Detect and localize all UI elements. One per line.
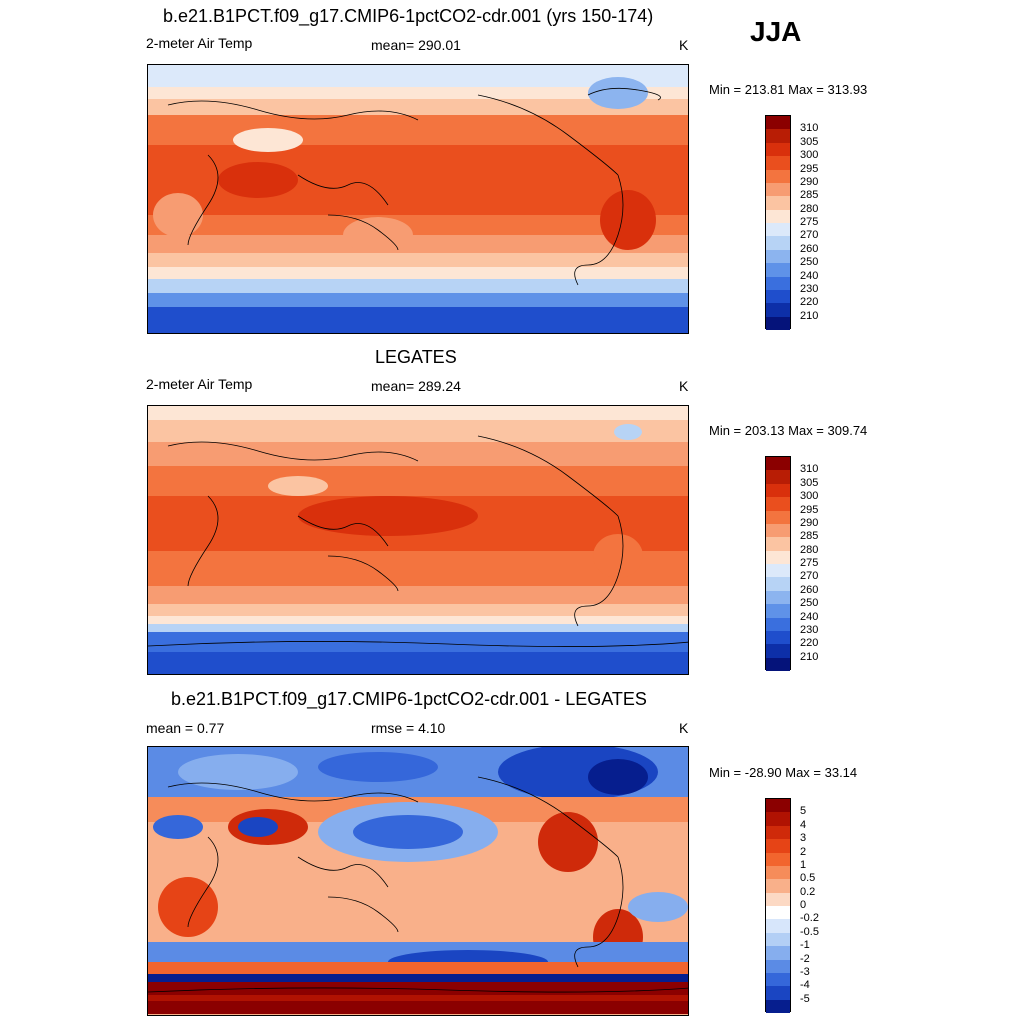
panel-1-cbar-tick: 210 [800,310,819,322]
panel-1-map [147,64,689,334]
panel-1-mean-label: mean= 290.01 [371,37,461,53]
panel-3-cbar-tick: 0 [800,899,807,911]
panel-1-cbar-tick: 290 [800,176,819,188]
panel-3-cbar-tick: 0.2 [800,886,816,898]
panel-2-cbar-tick: 285 [800,530,819,542]
panel-1-cbar-tick: 310 [800,122,819,134]
panel-2-colorbar [765,456,791,671]
panel-3-minmax: Min = -28.90 Max = 33.14 [709,765,858,780]
panel-2-minmax: Min = 203.13 Max = 309.74 [709,423,868,438]
panel-3-map [147,746,689,1016]
panel-3-mean-label: mean = 0.77 [146,720,225,736]
panel-1-map-field [148,65,688,333]
panel-1-title: b.e21.B1PCT.f09_g17.CMIP6-1pctCO2-cdr.00… [163,6,654,26]
panel-3-cbar-tick: -2 [800,953,810,965]
panel-1-colorbar [765,115,791,330]
panel-2-cbar-tick: 210 [800,651,819,663]
panel-3-title: b.e21.B1PCT.f09_g17.CMIP6-1pctCO2-cdr.00… [171,689,647,709]
panel-1-cbar-tick: 305 [800,136,819,148]
panel-1-cbar-tick: 220 [800,296,819,308]
panel-1-cbar-tick: 270 [800,229,819,241]
panel-2-mean-label: mean= 289.24 [371,378,461,394]
panel-2-cbar-tick: 260 [800,584,819,596]
panel-1-cbar-tick: 250 [800,256,819,268]
panel-3-cbar-tick: -0.5 [800,926,819,938]
panel-2-cbar-tick: 240 [800,611,819,623]
panel-2-cbar-tick: 270 [800,570,819,582]
panel-2-map-field [148,406,688,674]
panel-1-units: K [679,37,689,53]
panel-3-cbar-tick: 5 [800,805,807,817]
panel-1-cbar-tick: 230 [800,283,819,295]
panel-3-cbar-tick: 2 [800,846,807,858]
panel-2-variable-label: 2-meter Air Temp [146,376,253,392]
panel-3-units: K [679,720,689,736]
panel-3-cbar-tick: -1 [800,939,810,951]
panel-3-cbar-tick: 4 [800,819,807,831]
panel-3-map-field [148,747,688,1015]
panel-2-cbar-tick: 230 [800,624,819,636]
panel-2-cbar-tick: 250 [800,597,819,609]
panel-2-cbar-tick: 275 [800,557,819,569]
panel-1-variable-label: 2-meter Air Temp [146,35,253,51]
panel-2-cbar-tick: 280 [800,544,819,556]
panel-1-minmax: Min = 213.81 Max = 313.93 [709,82,868,97]
panel-2-units: K [679,378,689,394]
panel-2-cbar-tick: 290 [800,517,819,529]
panel-1-cbar-tick: 280 [800,203,819,215]
panel-2-cbar-tick: 300 [800,490,819,502]
season-label: JJA [750,16,802,47]
panel-3-cbar-tick: -3 [800,966,810,978]
panel-2-map [147,405,689,675]
panel-1-cbar-tick: 295 [800,163,819,175]
panel-1-cbar-tick: 300 [800,149,819,161]
panel-1-cbar-tick: 240 [800,270,819,282]
panel-3-cbar-tick: -5 [800,993,810,1005]
panel-3-cbar-tick: -0.2 [800,912,819,924]
panel-2-cbar-tick: 305 [800,477,819,489]
panel-2-cbar-tick: 220 [800,637,819,649]
panel-3-cbar-tick: 0.5 [800,872,816,884]
panel-2-title: LEGATES [375,347,457,367]
panel-2-cbar-tick: 310 [800,463,819,475]
panel-3-cbar-tick: -4 [800,979,810,991]
panel-3-rmse-label: rmse = 4.10 [371,720,446,736]
panel-1-cbar-tick: 275 [800,216,819,228]
panel-2-cbar-tick: 295 [800,504,819,516]
panel-3-cbar-tick: 3 [800,832,807,844]
panel-1-cbar-tick: 260 [800,243,819,255]
panel-3-cbar-tick: 1 [800,859,807,871]
panel-1-cbar-tick: 285 [800,189,819,201]
panel-3-colorbar [765,798,791,1013]
